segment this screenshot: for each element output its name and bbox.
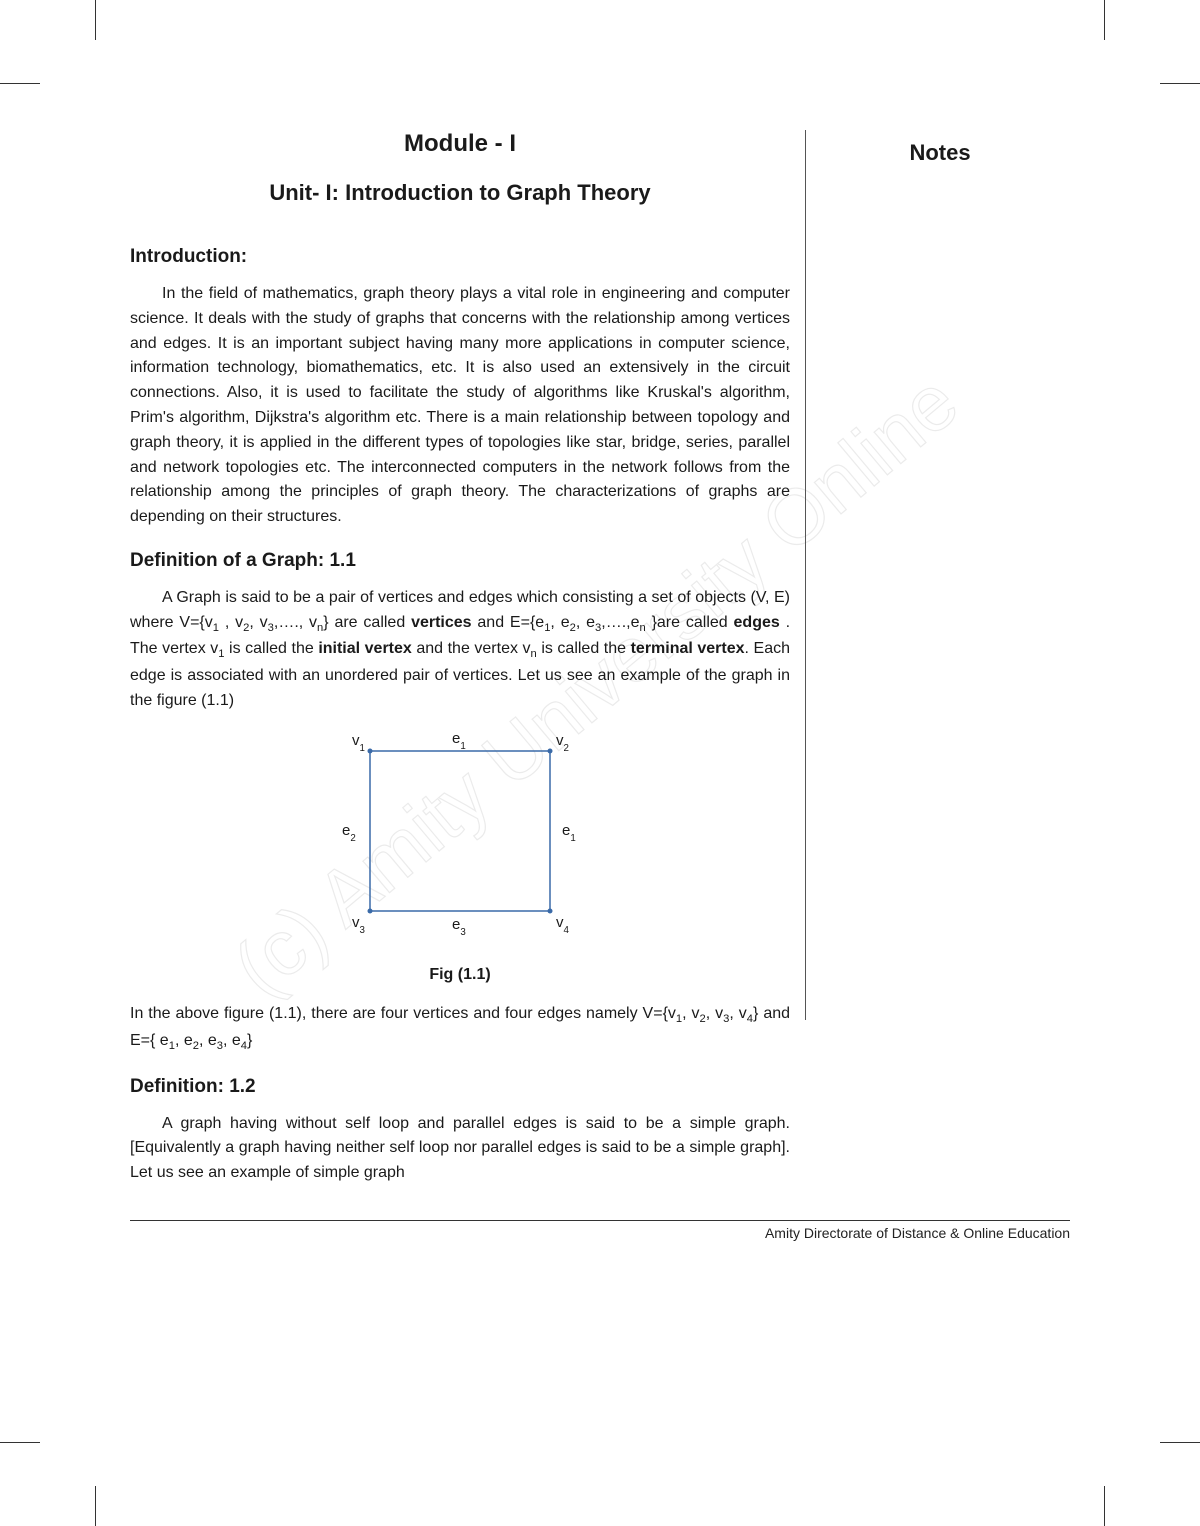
graph-diagram: e1 e1 e2 e3 v1 v2 v3 v4 bbox=[340, 731, 580, 951]
notes-column: Notes bbox=[810, 130, 1070, 166]
unit-title: Unit- I: Introduction to Graph Theory bbox=[130, 180, 790, 206]
svg-text:v2: v2 bbox=[556, 732, 569, 754]
def1-heading: Definition of a Graph: 1.1 bbox=[130, 550, 790, 572]
after-figure-text: In the above figure (1.1), there are fou… bbox=[130, 1002, 790, 1055]
footer-text: Amity Directorate of Distance & Online E… bbox=[765, 1225, 1070, 1241]
svg-text:e1: e1 bbox=[452, 731, 466, 752]
svg-text:v1: v1 bbox=[352, 732, 365, 754]
svg-text:e3: e3 bbox=[452, 916, 466, 938]
intro-heading: Introduction: bbox=[130, 246, 790, 268]
svg-text:v3: v3 bbox=[352, 914, 365, 936]
crop-mark bbox=[95, 1486, 96, 1526]
crop-mark bbox=[1104, 1486, 1105, 1526]
svg-text:e1: e1 bbox=[562, 822, 576, 844]
page-footer: Amity Directorate of Distance & Online E… bbox=[130, 1220, 1070, 1241]
def2-body: A graph having without self loop and par… bbox=[130, 1112, 790, 1186]
figure-caption: Fig (1.1) bbox=[130, 966, 790, 984]
crop-mark bbox=[1160, 1442, 1200, 1443]
crop-mark bbox=[95, 0, 96, 40]
page-content: Module - I Unit- I: Introduction to Grap… bbox=[130, 130, 1070, 1200]
svg-text:e2: e2 bbox=[342, 822, 356, 844]
crop-mark bbox=[0, 1442, 40, 1443]
intro-body: In the field of mathematics, graph theor… bbox=[130, 282, 790, 530]
def2-heading: Definition: 1.2 bbox=[130, 1076, 790, 1098]
main-column: Module - I Unit- I: Introduction to Grap… bbox=[130, 130, 790, 1200]
notes-label: Notes bbox=[810, 140, 1070, 166]
svg-text:v4: v4 bbox=[556, 914, 570, 936]
figure-1-1: e1 e1 e2 e3 v1 v2 v3 v4 bbox=[130, 731, 790, 956]
crop-mark bbox=[1160, 83, 1200, 84]
crop-mark bbox=[1104, 0, 1105, 40]
crop-mark bbox=[0, 83, 40, 84]
module-title: Module - I bbox=[130, 130, 790, 158]
def1-body: A Graph is said to be a pair of vertices… bbox=[130, 586, 790, 713]
